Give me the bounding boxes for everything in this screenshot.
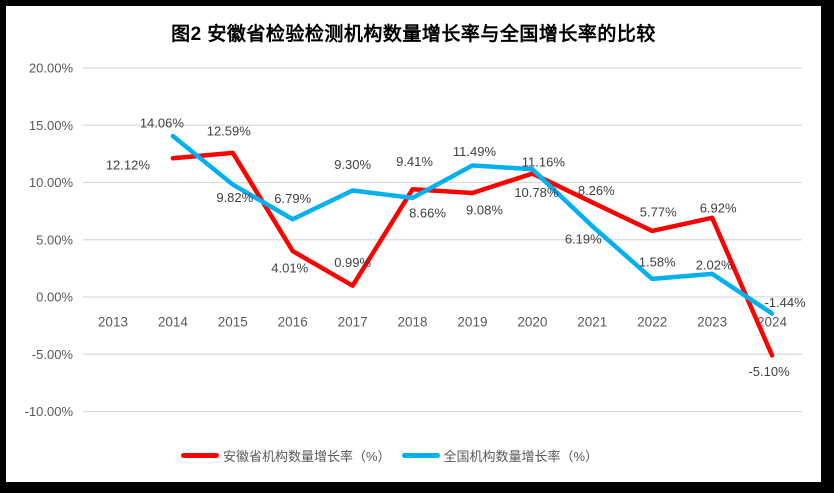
x-axis-tick-label: 2022 xyxy=(637,315,667,330)
chart-title: 图2 安徽省检验检测机构数量增长率与全国增长率的比较 xyxy=(171,24,656,45)
series-line xyxy=(170,133,775,316)
data-label: 4.01% xyxy=(271,261,308,276)
data-label: 8.66% xyxy=(409,205,446,220)
legend-line-swatch xyxy=(401,452,440,458)
chart-legend: 安徽省机构数量增长率（%） 全国机构数量增长率（%） xyxy=(6,443,821,467)
data-label: 9.82% xyxy=(216,190,253,205)
data-label: 6.79% xyxy=(274,191,311,206)
x-axis-tick-label: 2024 xyxy=(757,315,788,330)
x-axis-tick-label: 2017 xyxy=(338,315,368,330)
data-label: -5.10% xyxy=(748,364,790,379)
data-label: 6.92% xyxy=(700,200,737,215)
x-axis-tick-label: 2019 xyxy=(457,315,487,330)
x-axis-tick-label: 2021 xyxy=(577,315,607,330)
data-label: 9.08% xyxy=(466,203,503,218)
data-label: 11.16% xyxy=(522,155,566,170)
x-axis-tick-label: 2013 xyxy=(98,315,128,330)
series-line xyxy=(170,150,775,358)
x-axis-tick-label: 2014 xyxy=(158,315,189,330)
y-axis-tick-label: 20.00% xyxy=(29,61,74,76)
data-label: 11.49% xyxy=(453,144,497,159)
growth-rate-line-chart: 20.00% 15.00% 10.00% 5.00% 0.00% -5.00% -10.00… xyxy=(25,61,806,420)
x-axis-tick-label: 2018 xyxy=(398,315,428,330)
data-label: 8.26% xyxy=(578,183,615,198)
data-label: 9.30% xyxy=(334,157,371,172)
legend-series-label: 安徽省机构数量增长率（%） xyxy=(222,448,391,464)
data-label: 6.19% xyxy=(565,232,602,247)
data-label: 0.99% xyxy=(334,255,371,270)
data-label: -1.44% xyxy=(764,295,806,310)
data-label: 14.06% xyxy=(140,116,185,131)
x-axis-tick-label: 2016 xyxy=(278,315,308,330)
x-axis-tick-label: 2020 xyxy=(517,315,547,330)
legend-line-swatch xyxy=(180,452,219,458)
legend-series-label: 全国机构数量增长率（%） xyxy=(443,448,599,464)
data-label: 5.77% xyxy=(640,204,677,219)
data-label: 2.02% xyxy=(696,257,733,272)
data-label: 12.59% xyxy=(207,123,252,138)
data-label: 12.12% xyxy=(106,158,151,173)
y-axis-tick-label: 0.00% xyxy=(36,290,73,305)
y-axis-tick-label: -10.00% xyxy=(25,404,74,419)
y-axis-tick-label: 10.00% xyxy=(29,175,74,190)
legend-item: 安徽省机构数量增长率（%） xyxy=(180,446,391,465)
data-label: 1.58% xyxy=(639,254,676,269)
y-axis-tick-label: 15.00% xyxy=(29,118,74,133)
x-axis-tick-label: 2023 xyxy=(697,315,727,330)
y-axis-tick-label: -5.00% xyxy=(32,347,74,362)
legend-item: 全国机构数量增长率（%） xyxy=(401,446,599,465)
data-label: 9.41% xyxy=(396,154,433,169)
x-axis-tick-label: 2015 xyxy=(218,315,248,330)
data-label: 10.78% xyxy=(514,185,559,200)
y-axis-tick-label: 5.00% xyxy=(36,232,73,247)
